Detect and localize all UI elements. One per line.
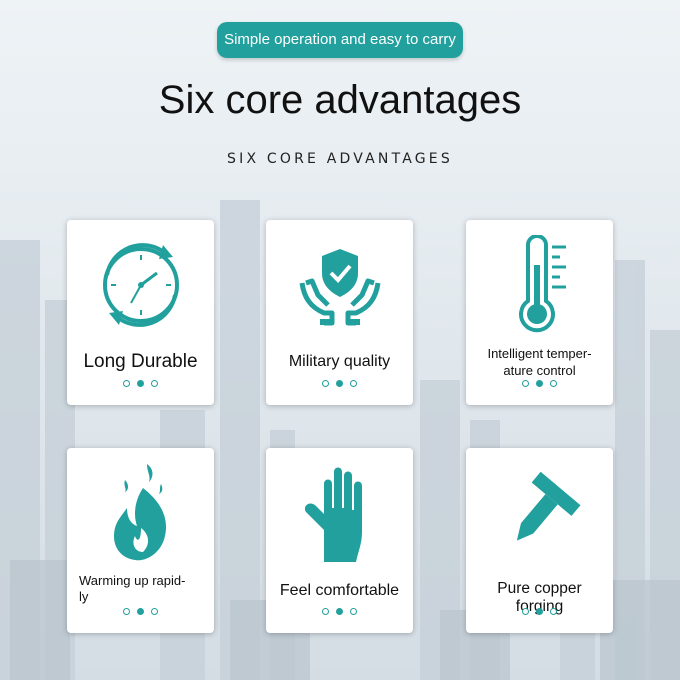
advantage-label: Feel comfortable xyxy=(279,582,400,599)
dot xyxy=(322,608,329,615)
advantage-label: Long Durable xyxy=(83,351,198,372)
glove-icon xyxy=(266,458,413,568)
dot xyxy=(350,380,357,387)
advantage-card-durable: Long Durable xyxy=(67,220,214,405)
thermometer-icon xyxy=(466,230,613,340)
pagination-dots xyxy=(67,380,214,387)
dot xyxy=(123,608,130,615)
page-title: Six core advantages xyxy=(158,78,522,122)
dot xyxy=(151,608,158,615)
pagination-dots xyxy=(266,608,413,615)
pagination-dots xyxy=(67,608,214,615)
advantage-card-military: Military quality xyxy=(266,220,413,405)
advantage-label: Intelligent temper- ature control xyxy=(487,346,592,378)
pagination-dots xyxy=(466,380,613,387)
dot-active xyxy=(137,608,144,615)
dot xyxy=(522,380,529,387)
flame-icon xyxy=(67,458,214,568)
pagination-dots xyxy=(266,380,413,387)
dot-active xyxy=(536,380,543,387)
tagline-badge: Simple operation and easy to carry xyxy=(217,22,463,58)
dot xyxy=(550,380,557,387)
dot-active xyxy=(137,380,144,387)
shield-hands-icon xyxy=(266,230,413,340)
advantage-card-copper: Pure copper forging xyxy=(466,448,613,633)
dot xyxy=(522,608,529,615)
dot xyxy=(123,380,130,387)
nail-icon xyxy=(466,458,613,568)
dot xyxy=(550,608,557,615)
advantage-card-comfort: Feel comfortable xyxy=(266,448,413,633)
dot xyxy=(350,608,357,615)
page-subtitle: SIX CORE ADVANTAGES xyxy=(227,151,453,167)
dot xyxy=(151,380,158,387)
advantage-label: Warming up rapid- ly xyxy=(79,573,186,604)
clock-icon xyxy=(67,230,214,340)
dot-active xyxy=(336,608,343,615)
dot-active xyxy=(536,608,543,615)
advantage-label: Military quality xyxy=(288,353,391,370)
dot xyxy=(322,380,329,387)
advantage-card-warming: Warming up rapid- ly xyxy=(67,448,214,633)
pagination-dots xyxy=(466,608,613,615)
advantage-card-temperature: Intelligent temper- ature control xyxy=(466,220,613,405)
dot-active xyxy=(336,380,343,387)
